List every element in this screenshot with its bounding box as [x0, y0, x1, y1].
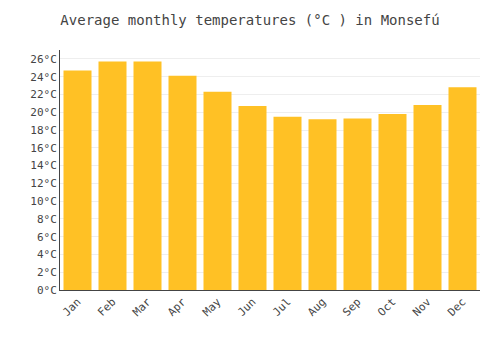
- svg-text:10°C: 10°C: [30, 195, 57, 208]
- svg-text:14°C: 14°C: [30, 159, 57, 172]
- svg-text:Dec: Dec: [445, 296, 468, 319]
- svg-text:Jan: Jan: [60, 296, 83, 319]
- svg-text:Oct: Oct: [375, 296, 398, 319]
- svg-text:Mar: Mar: [130, 295, 154, 319]
- svg-text:Nov: Nov: [410, 295, 434, 319]
- svg-text:Feb: Feb: [95, 296, 118, 319]
- svg-text:Jul: Jul: [270, 296, 293, 319]
- svg-text:26°C: 26°C: [30, 53, 57, 66]
- svg-text:16°C: 16°C: [30, 142, 57, 155]
- svg-text:22°C: 22°C: [30, 88, 57, 101]
- svg-text:Apr: Apr: [165, 295, 189, 319]
- svg-text:May: May: [200, 295, 224, 319]
- svg-text:8°C: 8°C: [37, 213, 57, 226]
- svg-text:18°C: 18°C: [30, 124, 57, 137]
- svg-text:Jun: Jun: [235, 296, 258, 319]
- svg-text:6°C: 6°C: [37, 231, 57, 244]
- svg-text:Average monthly temperatures (: Average monthly temperatures (°C ) in Mo…: [60, 12, 439, 28]
- svg-text:2°C: 2°C: [37, 266, 57, 279]
- svg-text:Sep: Sep: [340, 296, 363, 319]
- svg-text:Aug: Aug: [305, 296, 328, 319]
- svg-text:24°C: 24°C: [30, 71, 57, 84]
- svg-text:4°C: 4°C: [37, 248, 57, 261]
- svg-text:0°C: 0°C: [37, 284, 57, 297]
- svg-text:12°C: 12°C: [30, 177, 57, 190]
- svg-text:20°C: 20°C: [30, 106, 57, 119]
